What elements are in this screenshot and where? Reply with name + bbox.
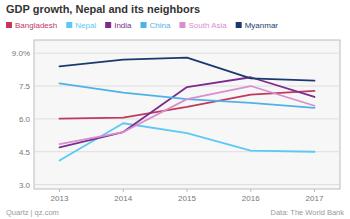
plot-frame [34, 40, 340, 189]
legend-label: Bangladesh [15, 21, 57, 30]
legend-swatch [236, 22, 242, 28]
legend-label: Nepal [75, 21, 96, 30]
grid-line [34, 53, 340, 54]
y-tick-label: 3.0 [19, 181, 31, 190]
legend-swatch [141, 22, 147, 28]
legend-label: China [150, 21, 171, 30]
x-tick-label: 2013 [51, 194, 69, 203]
x-tick [250, 189, 251, 192]
legend-swatch [6, 22, 12, 28]
legend-item: South Asia [179, 21, 227, 30]
x-tick-label: 2014 [114, 194, 132, 203]
y-tick-label: 9.0% [12, 49, 30, 58]
legend-swatch [66, 22, 72, 28]
legend-item: Nepal [66, 21, 96, 30]
x-tick [59, 189, 60, 192]
legend-swatch [179, 22, 185, 28]
x-tick [123, 189, 124, 192]
series-line [60, 83, 315, 108]
x-tick-label: 2017 [306, 194, 324, 203]
series-line [60, 77, 315, 147]
legend-item: Myanmar [236, 21, 279, 30]
footer-right: Data: The World Bank [270, 208, 344, 217]
lines [60, 58, 315, 161]
legend-label: India [114, 21, 132, 30]
grid-line [34, 184, 340, 185]
legend-item: Bangladesh [6, 21, 57, 30]
legend-label: Myanmar [245, 21, 279, 30]
y-tick-label: 6.0 [19, 115, 31, 124]
legend-item: China [141, 21, 171, 30]
x-tick [314, 189, 315, 192]
series-line [60, 58, 315, 81]
title: GDP growth, Nepal and its neighbors [6, 3, 200, 15]
x-tick-label: 2015 [178, 194, 196, 203]
legend-swatch [105, 22, 111, 28]
series-line [60, 123, 315, 160]
chart: GDP growth, Nepal and its neighbors Bangl… [0, 0, 350, 219]
y-tick-label: 7.5 [19, 82, 31, 91]
legend-item: India [105, 21, 132, 30]
x-tick-label: 2016 [242, 194, 260, 203]
y-tick-label: 4.5 [19, 148, 31, 157]
legend: Bangladesh Nepal India China South Asia Myanm… [6, 21, 278, 30]
x-tick [187, 189, 188, 192]
series-line [60, 86, 315, 144]
footer-left: Quartz | qz.com [6, 208, 59, 217]
legend-label: South Asia [188, 21, 227, 30]
